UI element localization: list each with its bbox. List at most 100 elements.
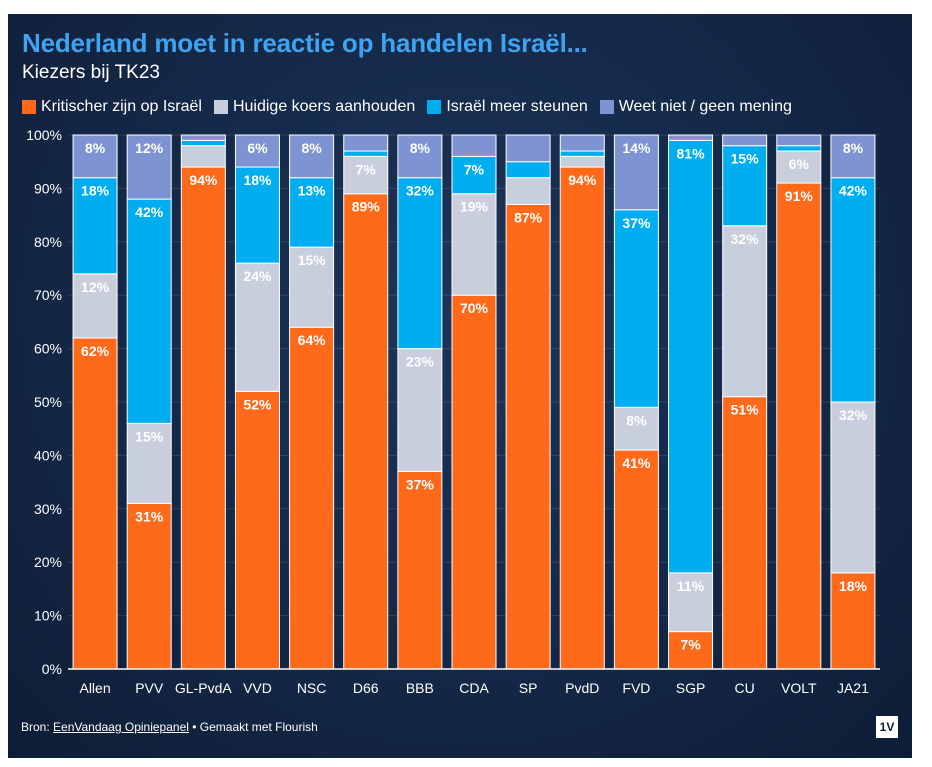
- legend-item-kritischer[interactable]: Kritischer zijn op Israël: [22, 98, 202, 116]
- y-tick-label: 50%: [34, 394, 62, 410]
- x-tick-label: JA21: [837, 680, 869, 696]
- bar-segment: [505, 177, 551, 205]
- bar-segment: [722, 225, 768, 398]
- data-label: 42%: [839, 183, 868, 199]
- data-label: 8%: [843, 140, 864, 156]
- data-label: 12%: [135, 140, 164, 156]
- data-label: 8%: [410, 140, 431, 156]
- data-label: 70%: [460, 300, 489, 316]
- bar-segment: [343, 134, 389, 152]
- data-label: 32%: [839, 407, 868, 423]
- bar-segment: [72, 337, 118, 670]
- bar-segment: [559, 155, 605, 168]
- bar-segment: [451, 134, 497, 157]
- data-label: 19%: [460, 199, 489, 215]
- data-label: 87%: [514, 209, 543, 225]
- x-tick-label: NSC: [297, 680, 327, 696]
- bar-segment: [505, 161, 551, 179]
- bar-segment: [180, 145, 226, 168]
- data-label: 15%: [298, 252, 327, 268]
- bar-segment: [72, 273, 118, 339]
- data-label: 94%: [568, 172, 597, 188]
- x-tick-label: Allen: [79, 680, 110, 696]
- legend-label-steunen: Israël meer steunen: [446, 98, 588, 115]
- bar-segment: [613, 209, 659, 408]
- bar-segment: [776, 145, 822, 152]
- legend-swatch-steunen: [427, 100, 442, 114]
- bar-segment: [397, 177, 443, 350]
- footer-source-link[interactable]: EenVandaag Opiniepanel: [53, 720, 189, 734]
- legend-swatch-weet-niet: [599, 100, 614, 114]
- y-tick-label: 70%: [34, 287, 62, 303]
- data-label: 18%: [243, 172, 272, 188]
- bar-segment: [722, 396, 768, 670]
- x-tick-label: PvdD: [565, 680, 599, 696]
- bar-segment: [613, 134, 659, 211]
- chart-card: Nederland moet in reactie op handelen Is…: [8, 14, 912, 758]
- bar-segment: [776, 134, 822, 147]
- x-tick-label: SGP: [676, 680, 706, 696]
- bar-segment: [722, 134, 768, 147]
- y-tick-label: 100%: [26, 127, 62, 143]
- data-label: 7%: [464, 161, 485, 177]
- bar-segment: [289, 326, 335, 670]
- bar-segment: [289, 177, 335, 248]
- data-label: 89%: [352, 199, 381, 215]
- x-tick-label: VOLT: [781, 680, 817, 696]
- data-label: 15%: [731, 151, 760, 167]
- bar-segment: [559, 166, 605, 670]
- bar-segment: [234, 134, 280, 168]
- x-tick-label: PVV: [135, 680, 164, 696]
- data-label: 7%: [680, 637, 701, 653]
- data-label: 32%: [731, 231, 760, 247]
- x-tick-label: FVD: [622, 680, 650, 696]
- bar-segment: [126, 134, 172, 200]
- data-label: 32%: [406, 183, 435, 199]
- bar-segment: [343, 193, 389, 670]
- chart-title: Nederland moet in reactie op handelen Is…: [22, 28, 588, 58]
- bar-segment: [343, 155, 389, 195]
- data-label: 41%: [622, 455, 651, 471]
- x-tick-label: SP: [519, 680, 538, 696]
- bar-segment: [830, 134, 876, 179]
- bar-segment: [289, 246, 335, 328]
- bar-segment: [234, 262, 280, 392]
- bar-segment: [830, 401, 876, 574]
- footer-separator: •: [188, 720, 200, 734]
- data-label: 18%: [839, 578, 868, 594]
- bar-segment: [776, 150, 822, 184]
- bar-segment: [72, 177, 118, 275]
- bar-segment: [505, 134, 551, 163]
- data-label: 37%: [622, 215, 651, 231]
- legend-item-steunen[interactable]: Israël meer steunen: [427, 98, 588, 116]
- data-label: 11%: [677, 578, 705, 594]
- bar-segment: [451, 155, 497, 195]
- data-label: 81%: [677, 145, 706, 161]
- x-tick-label: GL-PvdA: [175, 680, 232, 696]
- bar-segment: [451, 294, 497, 670]
- footer-made-with: Gemaakt met Flourish: [199, 720, 318, 734]
- bar-segment: [830, 572, 876, 670]
- bar-segment: [559, 150, 605, 157]
- data-label: 6%: [247, 140, 268, 156]
- y-tick-label: 10%: [34, 608, 62, 624]
- y-tick-label: 40%: [34, 447, 62, 463]
- bar-segment: [668, 134, 714, 141]
- data-label: 12%: [81, 279, 110, 295]
- bar-segment: [613, 449, 659, 670]
- bar-segment: [776, 182, 822, 670]
- bar-segment: [830, 177, 876, 403]
- bar-segment: [397, 134, 443, 179]
- legend-item-huidige[interactable]: Huidige koers aanhouden: [213, 98, 415, 116]
- data-label: 23%: [406, 354, 435, 370]
- data-label: 51%: [731, 402, 760, 418]
- legend-item-weet-niet[interactable]: Weet niet / geen mening: [599, 98, 792, 116]
- data-label: 91%: [785, 188, 814, 204]
- data-label: 24%: [243, 268, 272, 284]
- y-tick-label: 20%: [34, 554, 62, 570]
- y-tick-label: 90%: [34, 180, 62, 196]
- data-label: 8%: [626, 412, 647, 428]
- data-label: 62%: [81, 343, 110, 359]
- legend-label-weet-niet: Weet niet / geen mening: [618, 98, 792, 115]
- x-tick-label: D66: [353, 680, 379, 696]
